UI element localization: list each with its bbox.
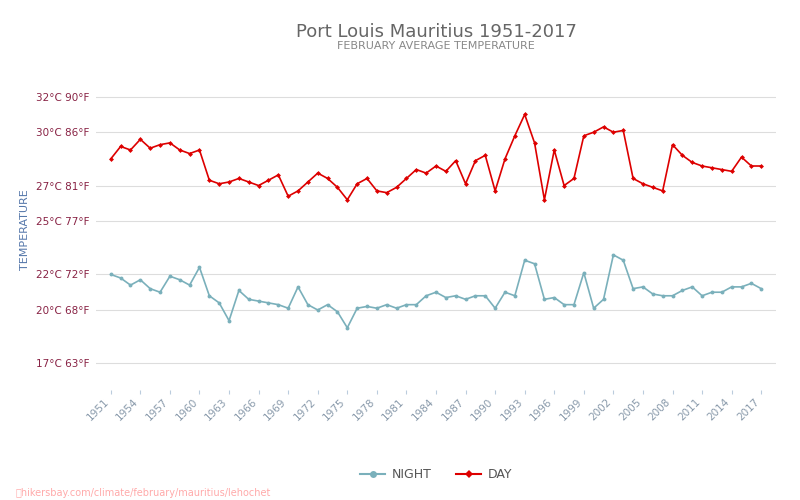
Text: FEBRUARY AVERAGE TEMPERATURE: FEBRUARY AVERAGE TEMPERATURE [337,40,535,50]
Title: Port Louis Mauritius 1951-2017: Port Louis Mauritius 1951-2017 [295,22,577,40]
Legend: NIGHT, DAY: NIGHT, DAY [355,463,517,486]
Text: 📍hikersbay.com/climate/february/mauritius/lehochet: 📍hikersbay.com/climate/february/mauritiu… [16,488,271,498]
Y-axis label: TEMPERATURE: TEMPERATURE [20,190,30,270]
